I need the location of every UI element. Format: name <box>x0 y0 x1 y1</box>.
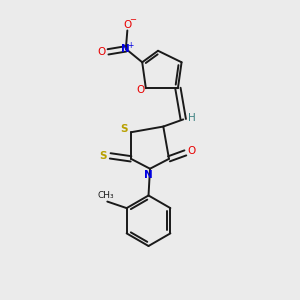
Text: O: O <box>188 146 196 156</box>
Text: N: N <box>122 44 130 54</box>
Text: CH₃: CH₃ <box>98 190 114 200</box>
Text: S: S <box>99 151 106 161</box>
Text: N: N <box>144 170 153 180</box>
Text: H: H <box>188 113 196 123</box>
Text: O: O <box>98 47 106 57</box>
Text: O: O <box>136 85 145 95</box>
Text: O: O <box>123 20 131 29</box>
Text: +: + <box>128 41 134 50</box>
Text: −: − <box>129 15 136 24</box>
Text: S: S <box>121 124 128 134</box>
